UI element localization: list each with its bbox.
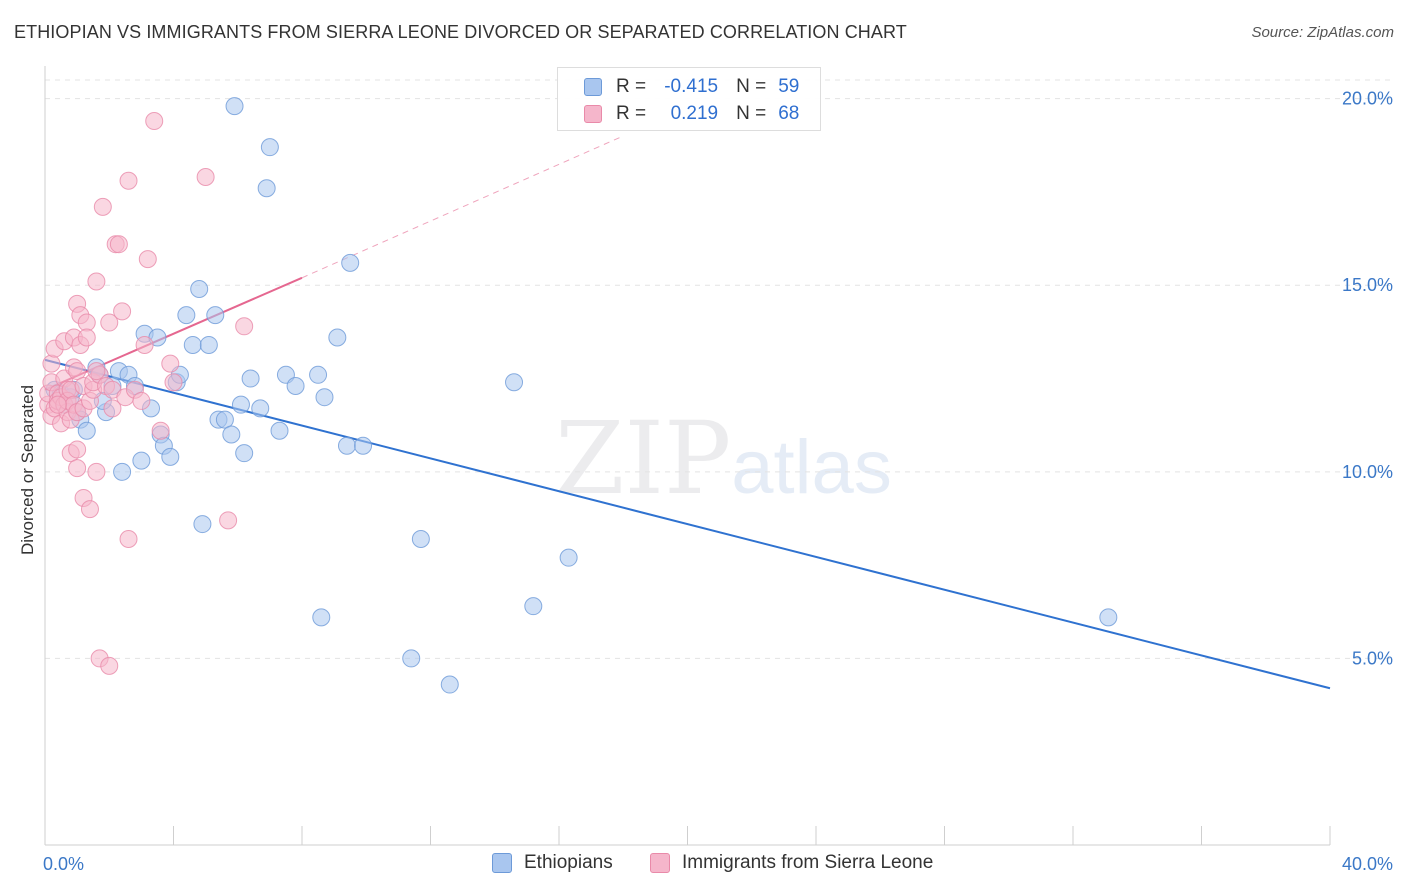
ethiopian-point [251,399,270,418]
chart-title: ETHIOPIAN VS IMMIGRANTS FROM SIERRA LEON… [14,22,907,42]
sierra-leone-point [119,171,138,190]
ethiopian-point [113,462,132,481]
axes [44,66,1331,846]
sierra-leone-trend-extension [301,135,624,279]
sierra-leone-point [145,112,164,131]
ethiopian-point [286,377,305,395]
ethiopian-point [215,410,234,429]
ethiopian-point [411,530,430,548]
watermark-atlas: atlas [731,425,892,510]
ethiopian-point [235,444,254,463]
sierra-leone-point [138,250,157,269]
sierra-leone-point [109,235,128,254]
sierra-leone-point [42,354,61,373]
source-label: Source: ZipAtlas.com [1251,24,1394,41]
sierra-leone-point [87,272,106,291]
pink-swatch-icon [650,853,670,873]
ethiopian-point [354,436,373,455]
legend-row-sierra-leone: R = 0.219 N = 68 [584,102,799,126]
pink-swatch-icon [584,105,602,123]
ethiopian-point [231,395,250,414]
legend-item-sierra-leone: Immigrants from Sierra Leone [650,852,933,874]
legend-r-label: R = [616,76,647,97]
data-points [39,97,1118,694]
legend-r-value: -0.415 [664,76,719,97]
legend-n-label: N = [736,103,767,124]
sierra-leone-point [87,362,106,381]
ethiopian-point [337,436,356,455]
sierra-leone-point [161,354,180,373]
ethiopian-point [132,451,151,470]
y-tick-label: 10.0% [1342,462,1393,482]
legend-item-ethiopians: Ethiopians [492,852,613,874]
ethiopian-point [225,97,244,116]
ethiopian-point [161,447,180,466]
legend-label-sierra-leone: Immigrants from Sierra Leone [682,852,934,873]
ethiopian-point [77,421,96,440]
ethiopian-point [260,138,279,157]
sierra-leone-point [80,500,99,519]
legend-n-value: 68 [778,103,800,124]
sierra-leone-point [100,313,119,332]
y-tick-label: 20.0% [1342,89,1393,109]
ethiopian-point [241,369,260,388]
ethiopian-point [402,649,421,668]
ethiopian-point [341,253,360,272]
grid-lines [45,79,1395,659]
sierra-leone-point [164,373,183,392]
sierra-leone-point [113,302,132,321]
legend-r-label: R = [616,103,647,124]
ethiopian-point [222,425,241,444]
ethiopian-point [1099,608,1118,627]
legend-r-value: 0.219 [670,103,719,124]
ethiopian-point [270,421,289,440]
tick-labels: 5.0% 10.0% 15.0% 20.0% 0.0% 40.0% [43,89,1393,874]
ethiopian-point [440,675,459,694]
ethiopian-point [328,328,347,347]
x-tick-label: 0.0% [43,854,84,874]
blue-swatch-icon [584,78,602,96]
ethiopian-point [312,608,331,627]
ethiopian-point [257,179,276,198]
ethiopian-point [190,279,209,298]
ethiopian-point [206,306,225,325]
ethiopian-point [524,597,543,616]
ethiopian-point [183,335,202,354]
sierra-leone-point [77,328,96,347]
ethiopian-point [505,373,524,392]
ethiopian-point [199,335,218,354]
sierra-leone-point [103,399,122,418]
stats-legend: R = -0.415 N = 59 R = 0.219 N = 68 [557,67,821,131]
y-tick-label: 5.0% [1352,648,1393,668]
sierra-leone-point [93,197,112,216]
legend-row-ethiopians: R = -0.415 N = 59 [584,75,799,99]
series-legend: Ethiopians Immigrants from Sierra Leone [0,852,1406,878]
ethiopian-point [193,515,212,534]
blue-swatch-icon [492,853,512,873]
sierra-leone-point [48,395,67,414]
sierra-leone-point [219,511,238,530]
sierra-leone-point [68,362,87,381]
x-tick-label: 40.0% [1342,854,1393,874]
sierra-leone-point [119,530,138,548]
sierra-leone-point [151,421,170,440]
legend-label-ethiopians: Ethiopians [524,852,613,873]
legend-n-value: 59 [778,76,800,97]
ethiopian-point [177,306,196,325]
sierra-leone-point [87,462,106,481]
ethiopian-point [559,548,578,567]
y-tick-label: 15.0% [1342,275,1393,295]
sierra-leone-point [196,168,215,187]
legend-n-label: N = [736,76,767,97]
sierra-leone-point [135,335,154,354]
sierra-leone-point [68,440,87,459]
ethiopian-point [309,365,328,384]
sierra-leone-point [68,459,87,478]
sierra-leone-point [132,391,151,410]
sierra-leone-point [235,317,254,336]
ethiopian-point [315,388,334,407]
sierra-leone-point [100,656,119,675]
